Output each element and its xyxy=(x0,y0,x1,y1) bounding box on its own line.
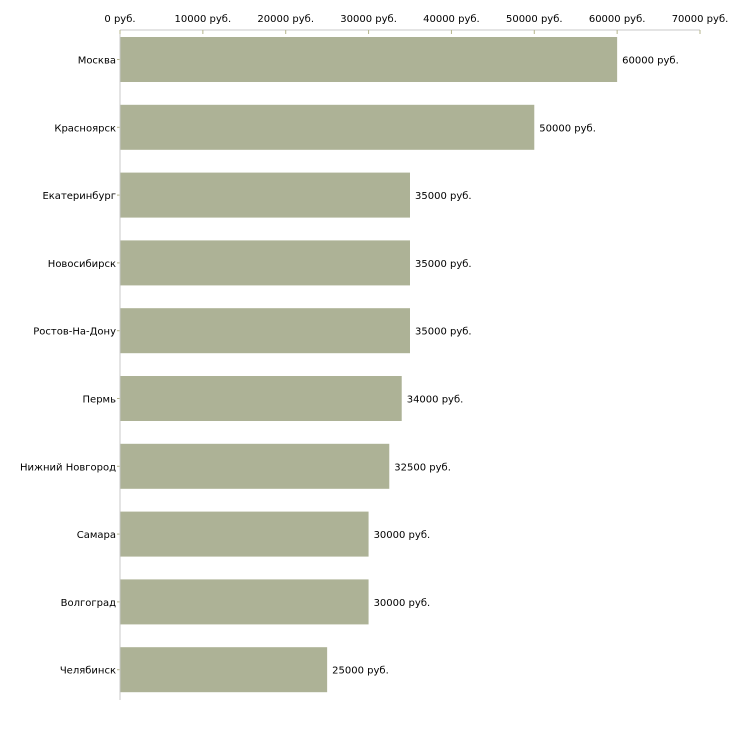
data-label: 50000 руб. xyxy=(539,123,596,134)
bar-0 xyxy=(120,37,618,82)
data-label: 34000 руб. xyxy=(407,395,464,406)
data-label: 32500 руб. xyxy=(394,462,451,473)
x-tick-label: 0 руб. xyxy=(104,14,135,25)
data-label: 30000 руб. xyxy=(374,598,431,609)
category-label: Москва xyxy=(78,56,116,67)
data-label: 60000 руб. xyxy=(622,56,679,67)
data-label: 35000 руб. xyxy=(415,327,472,338)
bar-4 xyxy=(120,308,410,354)
bar-8 xyxy=(120,579,369,625)
category-label: Нижний Новгород xyxy=(20,462,116,473)
category-label: Волгоград xyxy=(61,598,116,609)
data-label: 35000 руб. xyxy=(415,191,472,202)
x-tick-label: 40000 руб. xyxy=(423,14,480,25)
bar-7 xyxy=(120,511,369,557)
bar-1 xyxy=(120,104,535,150)
data-label: 25000 руб. xyxy=(332,666,389,677)
category-label: Красноярск xyxy=(54,123,116,134)
bar-5 xyxy=(120,376,402,421)
category-label: Пермь xyxy=(83,395,117,406)
category-label: Новосибирск xyxy=(48,259,116,270)
x-tick-label: 20000 руб. xyxy=(257,14,314,25)
x-tick-label: 70000 руб. xyxy=(672,14,729,25)
x-tick-label: 60000 руб. xyxy=(589,14,646,25)
bar-6 xyxy=(120,443,390,489)
data-label: 35000 руб. xyxy=(415,259,472,270)
x-tick-label: 50000 руб. xyxy=(506,14,563,25)
data-label: 30000 руб. xyxy=(374,530,431,541)
category-label: Челябинск xyxy=(60,666,116,677)
x-tick-label: 10000 руб. xyxy=(175,14,232,25)
category-label: Ростов-На-Дону xyxy=(33,327,116,338)
bar-3 xyxy=(120,240,410,286)
category-label: Самара xyxy=(77,530,116,541)
x-tick-label: 30000 руб. xyxy=(340,14,397,25)
category-label: Екатеринбург xyxy=(42,191,116,202)
bar-9 xyxy=(120,647,328,693)
bar-2 xyxy=(120,172,410,218)
